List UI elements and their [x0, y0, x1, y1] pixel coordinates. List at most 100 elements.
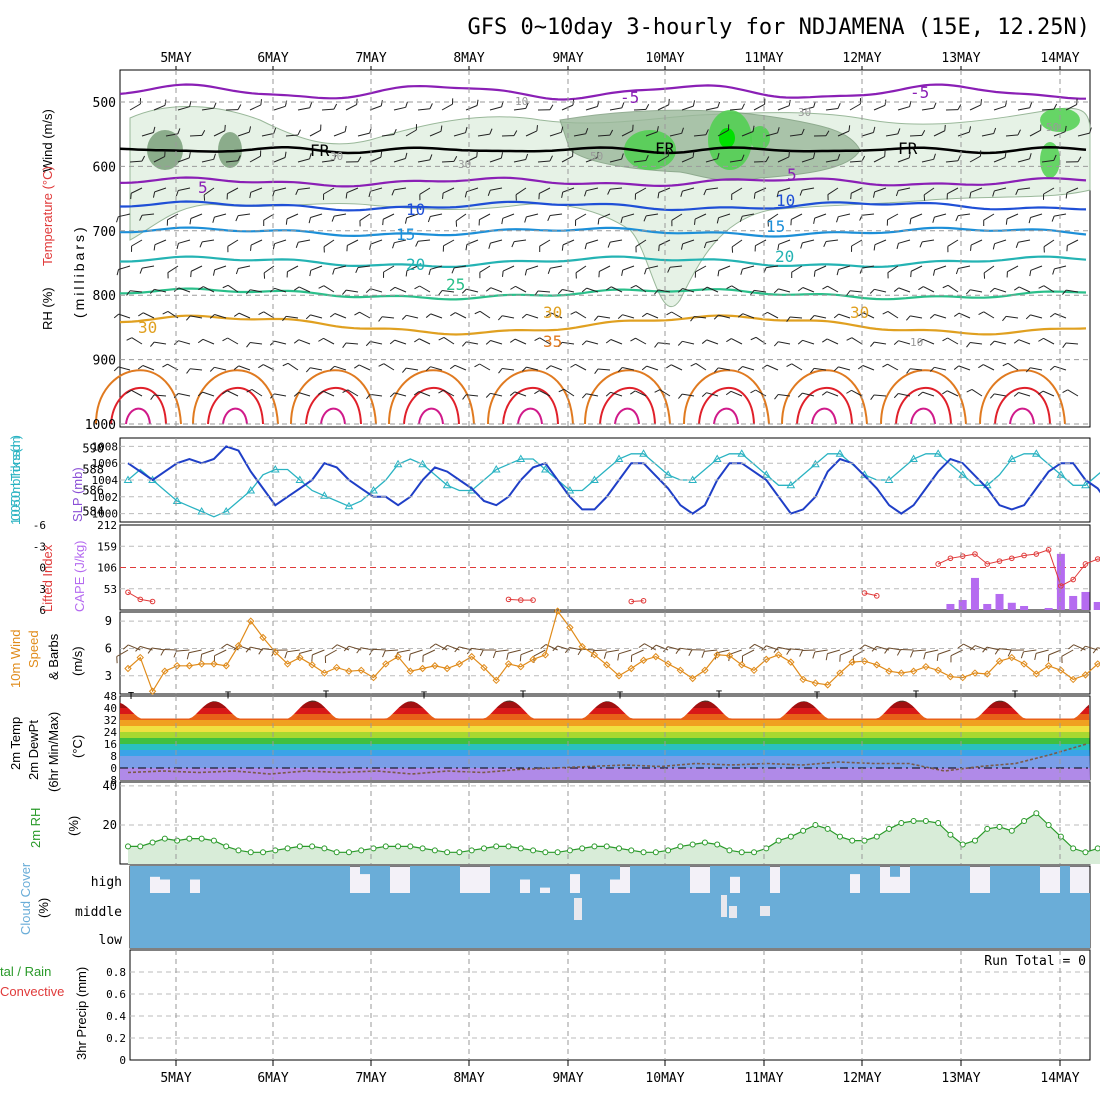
barb-flag: [635, 246, 637, 253]
cloud-high-cell: [660, 866, 670, 893]
barb-flag: [1061, 656, 1063, 664]
barb-shaft: [287, 265, 299, 273]
wind-barb: [389, 339, 407, 345]
barb-shaft: [201, 158, 214, 163]
barb-flag: [246, 389, 253, 393]
barb-flag: [427, 216, 431, 223]
wind10m-barb: [1061, 649, 1074, 664]
rh-marker: [787, 833, 794, 840]
barb-flag: [681, 127, 684, 134]
cloud-high-cell: [170, 866, 180, 893]
barb-shaft: [994, 340, 1007, 345]
barb-shaft: [646, 365, 659, 371]
wind-barb: [498, 368, 515, 374]
wind-barb: [621, 265, 635, 276]
barb-shaft: [203, 286, 215, 293]
wind-speed-marker: [639, 656, 648, 664]
wind-barb: [450, 312, 467, 319]
barb-flag: [827, 194, 829, 201]
wind-barb: [917, 338, 935, 345]
wind-barb: [285, 213, 299, 225]
wind-barb: [861, 126, 876, 137]
barb-flag: [575, 272, 577, 279]
contour-label: 5: [787, 165, 797, 184]
wind-barb: [402, 367, 419, 373]
barb-flag: [197, 391, 203, 397]
wind-speed-marker: [210, 660, 218, 668]
barb-shaft: [312, 649, 325, 656]
barb-shaft: [454, 364, 467, 371]
barb-shaft: [873, 104, 886, 111]
barb-shaft: [852, 649, 865, 657]
rh-marker: [1070, 845, 1077, 852]
barb-shaft: [381, 134, 394, 137]
wind-barb: [680, 239, 695, 250]
barb-shaft: [706, 339, 719, 345]
upper-ylabel-wind: Wind (m/s): [40, 109, 55, 172]
wind-barb: [138, 312, 155, 319]
li-tick-label: -6: [33, 519, 46, 532]
barb-flag: [438, 290, 443, 296]
rh-marker: [1008, 827, 1015, 834]
wind-barb: [201, 153, 216, 163]
day-label-top: 9MAY: [552, 51, 583, 66]
barb-shaft: [443, 389, 455, 397]
barb-shaft: [274, 239, 287, 245]
cloud-high-cell: [320, 866, 330, 893]
barb-shaft: [418, 391, 431, 397]
barb-flag: [212, 269, 216, 276]
barb-flag: [1068, 644, 1074, 650]
wind-barb: [957, 126, 972, 137]
wind-barb: [909, 129, 926, 137]
barb-flag: [538, 193, 540, 200]
barb-shaft: [118, 313, 131, 319]
li-marker: [1045, 546, 1052, 553]
thickness-marker: [1056, 470, 1066, 478]
barb-shaft: [442, 187, 455, 194]
rh-marker: [971, 837, 978, 844]
barb-shaft: [778, 394, 791, 397]
barb-shaft: [704, 649, 718, 652]
barb-shaft: [693, 134, 706, 137]
wind-barb: [515, 187, 527, 201]
barb-shaft: [539, 390, 551, 397]
isotherm-35-loop: [290, 369, 377, 425]
wind-barb: [534, 337, 551, 345]
barb-flag: [342, 342, 347, 348]
barb-flag: [408, 653, 411, 661]
cape-ylabel-li: Lifted Index: [40, 544, 55, 612]
cloud-high-cell: [300, 866, 310, 893]
barb-flag: [955, 215, 959, 222]
barb-flag: [572, 150, 574, 157]
wind-barb: [479, 265, 491, 279]
temp-band: [120, 738, 1090, 744]
barb-flag: [139, 215, 143, 221]
wind-barb: [790, 213, 803, 226]
wind-barb: [233, 365, 251, 371]
barb-shaft: [970, 342, 983, 345]
wind-barb: [488, 239, 503, 249]
wind10m-barb: [186, 649, 202, 660]
barb-flag: [799, 650, 803, 657]
wind10m-barb: [122, 644, 141, 651]
wind-barb: [1028, 213, 1043, 224]
wind-barb: [309, 124, 322, 137]
barb-shaft: [742, 649, 755, 657]
barb-flag: [713, 367, 719, 373]
wind-barb: [1041, 154, 1057, 163]
wind-barb: [501, 213, 515, 225]
wind-barb: [643, 213, 659, 222]
barb-flag: [273, 127, 277, 134]
barb-flag: [872, 191, 876, 198]
barb-shaft: [263, 265, 275, 274]
wind-barb: [1025, 367, 1043, 373]
barb-flag: [392, 242, 395, 249]
barb-flag: [500, 152, 504, 159]
wind-speed-marker: [787, 658, 795, 666]
wind-barb: [295, 187, 311, 195]
barb-shaft: [598, 315, 611, 319]
wind-barb: [955, 265, 971, 275]
wind-barb: [185, 315, 203, 321]
wind-barb: [694, 265, 707, 278]
day-label-bottom: 13MAY: [941, 1071, 980, 1086]
